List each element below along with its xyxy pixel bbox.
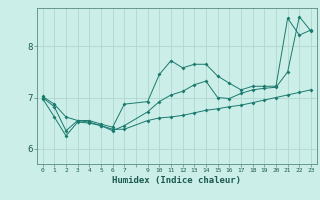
X-axis label: Humidex (Indice chaleur): Humidex (Indice chaleur) [112,176,241,185]
